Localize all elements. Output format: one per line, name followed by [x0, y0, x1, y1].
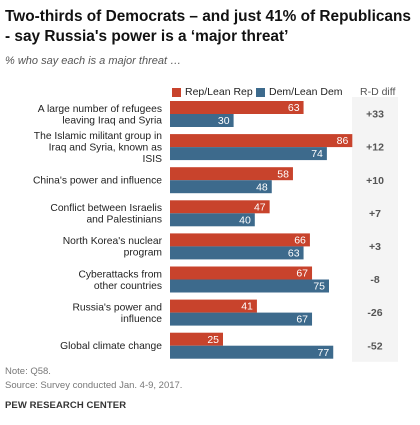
- legend-rep-swatch: [172, 87, 181, 97]
- chart-title: Two-thirds of Democrats – and just 41% o…: [5, 8, 411, 45]
- legend-dem: Dem/Lean Dem: [256, 86, 343, 98]
- legend-dem-label: Dem/Lean Dem: [269, 86, 343, 98]
- chart-subtitle: % who say each is a major threat …: [5, 55, 182, 67]
- bar-rep: [170, 299, 257, 313]
- diff-column-header: R-D diff: [360, 86, 396, 98]
- category-label: ISIS: [143, 154, 163, 165]
- category-label: Cyberattacks from: [78, 269, 162, 280]
- bar-dem: [170, 147, 327, 161]
- diff-value: +10: [366, 175, 384, 187]
- category-label: program: [124, 248, 162, 259]
- bar-dem: [170, 246, 304, 260]
- value-label-rep: 25: [207, 334, 219, 346]
- category-label: Conflict between Israelis: [50, 203, 162, 214]
- bar-dem: [170, 279, 329, 293]
- value-label-dem: 63: [288, 248, 300, 260]
- legend-rep: Rep/Lean Rep: [172, 86, 253, 98]
- category-label: Russia's power and: [72, 302, 162, 313]
- bar-dem: [170, 213, 255, 227]
- diff-value: +12: [366, 142, 384, 154]
- category-label: The Islamic militant group in: [34, 131, 162, 142]
- value-label-rep: 63: [288, 102, 300, 114]
- category-label: Global climate change: [60, 341, 162, 352]
- bar-rep: [170, 332, 223, 346]
- bar-rep: [170, 233, 310, 247]
- bar-rep: [170, 200, 270, 214]
- category-label: and Palestinians: [86, 215, 162, 226]
- legend-dem-swatch: [256, 87, 265, 97]
- value-label-dem: 74: [311, 148, 323, 160]
- category-label: other countries: [94, 281, 162, 292]
- bar-dem: [170, 180, 272, 194]
- value-label-dem: 77: [318, 347, 330, 359]
- bar-dem: [170, 345, 334, 359]
- footer-note: Note: Q58.: [5, 366, 51, 377]
- value-label-rep: 47: [254, 201, 266, 213]
- value-label-dem: 67: [296, 314, 308, 326]
- category-label: A large number of refugees: [38, 104, 162, 115]
- diff-value: +33: [366, 109, 384, 121]
- bar-dem: [170, 312, 313, 326]
- value-label-rep: 58: [277, 168, 289, 180]
- diff-value: +3: [369, 241, 381, 253]
- value-label-dem: 75: [313, 281, 325, 293]
- diff-value: -26: [367, 307, 382, 319]
- footer-source: Source: Survey conducted Jan. 4-9, 2017.: [5, 380, 183, 391]
- bar-dem: [170, 114, 234, 127]
- value-label-rep: 86: [337, 135, 349, 147]
- diff-column-background: [352, 97, 398, 362]
- bar-rep: [170, 134, 353, 148]
- value-label-rep: 41: [241, 301, 253, 313]
- category-label: Iraq and Syria, known as: [49, 143, 162, 154]
- diff-value: +7: [369, 208, 381, 220]
- diff-value: -52: [367, 340, 382, 352]
- bar-rep: [170, 101, 304, 114]
- legend-rep-label: Rep/Lean Rep: [185, 86, 253, 98]
- value-label-rep: 67: [296, 268, 308, 280]
- bar-rep: [170, 266, 313, 280]
- category-label: influence: [121, 314, 162, 325]
- value-label-dem: 40: [239, 214, 251, 226]
- diff-value: -8: [370, 274, 379, 286]
- footer-org: PEW RESEARCH CENTER: [5, 400, 127, 411]
- value-label-dem: 30: [218, 115, 230, 127]
- category-label: China's power and influence: [33, 176, 162, 187]
- category-label: leaving Iraq and Syria: [62, 115, 162, 126]
- value-label-dem: 48: [256, 181, 268, 193]
- category-label: North Korea's nuclear: [63, 236, 163, 247]
- bar-rep: [170, 167, 293, 181]
- value-label-rep: 66: [294, 235, 306, 247]
